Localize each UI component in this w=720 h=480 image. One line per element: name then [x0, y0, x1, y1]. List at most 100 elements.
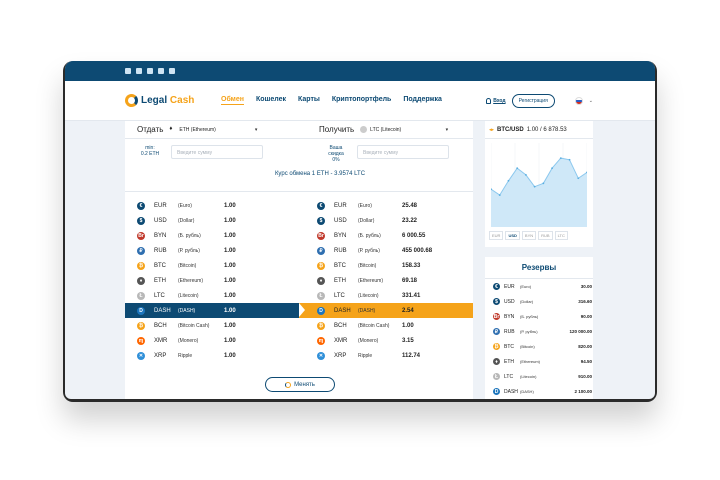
currency-name: (Monero)	[178, 337, 199, 344]
get-amount-input[interactable]: Введите сумму	[357, 145, 449, 159]
currency-name: (Bitcoin)	[178, 262, 197, 269]
currency-row: ✕ XRP Ripple 1.00 ✕ XRP Ripple 112.74	[125, 348, 473, 363]
currency-code: DASH	[154, 307, 171, 314]
get-currency-item[interactable]: ₽ RUB (Р. рубль) 455 000.68	[299, 243, 473, 258]
currency-value: 1.00	[224, 277, 236, 284]
get-currency-item[interactable]: € EUR (Euro) 25.48	[299, 198, 473, 213]
currency-name: (Monero)	[358, 337, 379, 344]
ethereum-icon: ♦	[493, 358, 500, 365]
facebook-icon[interactable]	[147, 68, 153, 74]
bitcoin-icon: ₿	[493, 343, 500, 350]
amount-row: min: 0.2 ETH Введите сумму Ваша скидка 0…	[125, 139, 473, 165]
logo-icon	[125, 94, 138, 107]
twitter-icon[interactable]	[136, 68, 142, 74]
get-currency-select[interactable]: LTC (Litecoin) ▾	[360, 126, 448, 133]
get-currency-item[interactable]: ♦ ETH (Ethereum) 69.18	[299, 273, 473, 288]
give-label: Отдать	[137, 125, 164, 134]
chart-tab-byn[interactable]: BYN	[521, 231, 537, 240]
get-currency-item[interactable]: ɱ XMR (Monero) 3.15	[299, 333, 473, 348]
get-currency-item[interactable]: D DASH (DASH) 2.54	[299, 303, 473, 318]
currency-value: 1.00	[224, 292, 236, 299]
reserve-code: BYN	[504, 313, 515, 320]
currency-value: 2.54	[402, 307, 414, 314]
nav-item-exchange[interactable]: Обмен	[221, 96, 244, 105]
get-currency-item[interactable]: Br BYN (Б. рубль) 6 000.55	[299, 228, 473, 243]
reserve-value: 2 100.00	[574, 389, 592, 394]
nav-item-crypto-portfolio[interactable]: Криптопортфель	[331, 96, 392, 103]
currency-name: (Р. рубль)	[178, 247, 200, 254]
ethereum-icon: ♦	[317, 276, 325, 285]
register-button[interactable]: Регистрация	[511, 94, 555, 108]
vk-icon[interactable]	[158, 68, 164, 74]
currency-value: 1.00	[402, 322, 414, 329]
ripple-icon: ✕	[137, 351, 145, 360]
telegram-icon[interactable]	[125, 68, 131, 74]
get-currency-item[interactable]: Ł LTC (Litecoin) 331.41	[299, 288, 473, 303]
chart-point	[542, 182, 545, 185]
give-currency-item[interactable]: ♦ ETH (Ethereum) 1.00	[125, 273, 299, 288]
give-currency-item[interactable]: Br BYN (Б. рубль) 1.00	[125, 228, 299, 243]
login-link[interactable]: Вход	[486, 98, 506, 104]
reserve-value: 90.00	[580, 314, 592, 319]
currency-code: USD	[154, 217, 167, 224]
give-amount-input[interactable]: Введите сумму	[171, 145, 263, 159]
currency-value: 3.15	[402, 337, 414, 344]
currency-value: 1.00	[224, 337, 236, 344]
currency-row: Ł LTC (Litecoin) 1.00 Ł LTC (Litecoin) 331.41	[125, 288, 473, 303]
exchange-button-label: Менять	[294, 381, 315, 388]
reserve-value: 316.60	[578, 299, 592, 304]
give-currency-item[interactable]: € EUR (Euro) 1.00	[125, 198, 299, 213]
currency-name: (Dollar)	[178, 217, 195, 224]
reserve-row: Br BYN (Б. рубль) 90.00	[485, 309, 593, 324]
get-currency-item[interactable]: ₿ BCH (Bitcoin Cash) 1.00	[299, 318, 473, 333]
give-currency-item[interactable]: Ł LTC (Litecoin) 1.00	[125, 288, 299, 303]
currency-value: 455 000.68	[402, 247, 433, 254]
chevron-down-icon[interactable]: ⌄	[588, 98, 593, 104]
logo-text: Legal Cash	[141, 95, 195, 106]
give-currency-select[interactable]: ♦ ETH (Ethereum) ▾	[169, 126, 257, 133]
give-currency-item[interactable]: ₽ RUB (Р. рубль) 1.00	[125, 243, 299, 258]
exchange-button[interactable]: Менять	[265, 377, 335, 392]
get-currency-item[interactable]: ✕ XRP Ripple 112.74	[299, 348, 473, 363]
currency-code: ETH	[334, 277, 346, 284]
nav-item-cards[interactable]: Карты	[298, 96, 320, 103]
chart-line	[490, 157, 588, 196]
logo[interactable]: Legal Cash	[125, 94, 221, 107]
chart-tab-ltc[interactable]: LTC	[554, 231, 568, 240]
reserve-name: (Ethereum)	[520, 359, 541, 364]
byn-icon: Br	[137, 231, 145, 240]
give-currency-item[interactable]: D DASH (DASH) 1.00	[125, 303, 305, 318]
chart-point	[525, 174, 527, 176]
get-currency-item[interactable]: ₿ BTC (Bitcoin) 158.33	[299, 258, 473, 273]
bitcoin-icon: ₿	[137, 261, 145, 270]
rate-chart-svg	[490, 143, 588, 227]
currency-value: 1.00	[224, 322, 236, 329]
reserve-code: USD	[504, 298, 515, 305]
chart-tab-rub[interactable]: RUB	[538, 231, 553, 240]
give-currency-item[interactable]: ₿ BCH (Bitcoin Cash) 1.00	[125, 318, 299, 333]
give-currency-item[interactable]: $ USD (Dollar) 1.00	[125, 213, 299, 228]
currency-code: EUR	[154, 202, 167, 209]
currency-lists: € EUR (Euro) 1.00 € EUR (Euro) 25.48 $ USD (Dollar…	[125, 192, 473, 363]
give-currency-item[interactable]: ✕ XRP Ripple 1.00	[125, 348, 299, 363]
arrows-icon[interactable]: ◂▸	[489, 126, 495, 133]
chart-tab-usd[interactable]: USD	[505, 231, 520, 240]
give-selector: Отдать ♦ ETH (Ethereum) ▾	[125, 125, 299, 134]
give-currency-item[interactable]: ₿ BTC (Bitcoin) 1.00	[125, 258, 299, 273]
instagram-icon[interactable]	[169, 68, 175, 74]
chart-point	[498, 194, 501, 196]
chart-point	[568, 158, 571, 161]
give-currency-item[interactable]: ɱ XMR (Monero) 1.00	[125, 333, 299, 348]
chart-tab-eur[interactable]: EUR	[489, 231, 504, 240]
nav-item-wallet[interactable]: Кошелек	[255, 96, 287, 103]
chart-rate: 1.00 / 6 878.53	[526, 126, 567, 133]
currency-value: 1.00	[224, 247, 236, 254]
exchange-rate: Курс обмена 1 ETH - 3.9574 LTC	[274, 171, 366, 177]
euro-icon: €	[317, 201, 325, 210]
euro-icon: €	[137, 201, 145, 210]
currency-row: Br BYN (Б. рубль) 1.00 Br BYN (Б. рубль) 6 000.…	[125, 228, 473, 243]
language-flag-icon[interactable]	[574, 97, 583, 105]
chart-point	[559, 157, 562, 160]
nav-item-support[interactable]: Поддержка	[403, 96, 442, 103]
get-currency-item[interactable]: $ USD (Dollar) 23.22	[299, 213, 473, 228]
